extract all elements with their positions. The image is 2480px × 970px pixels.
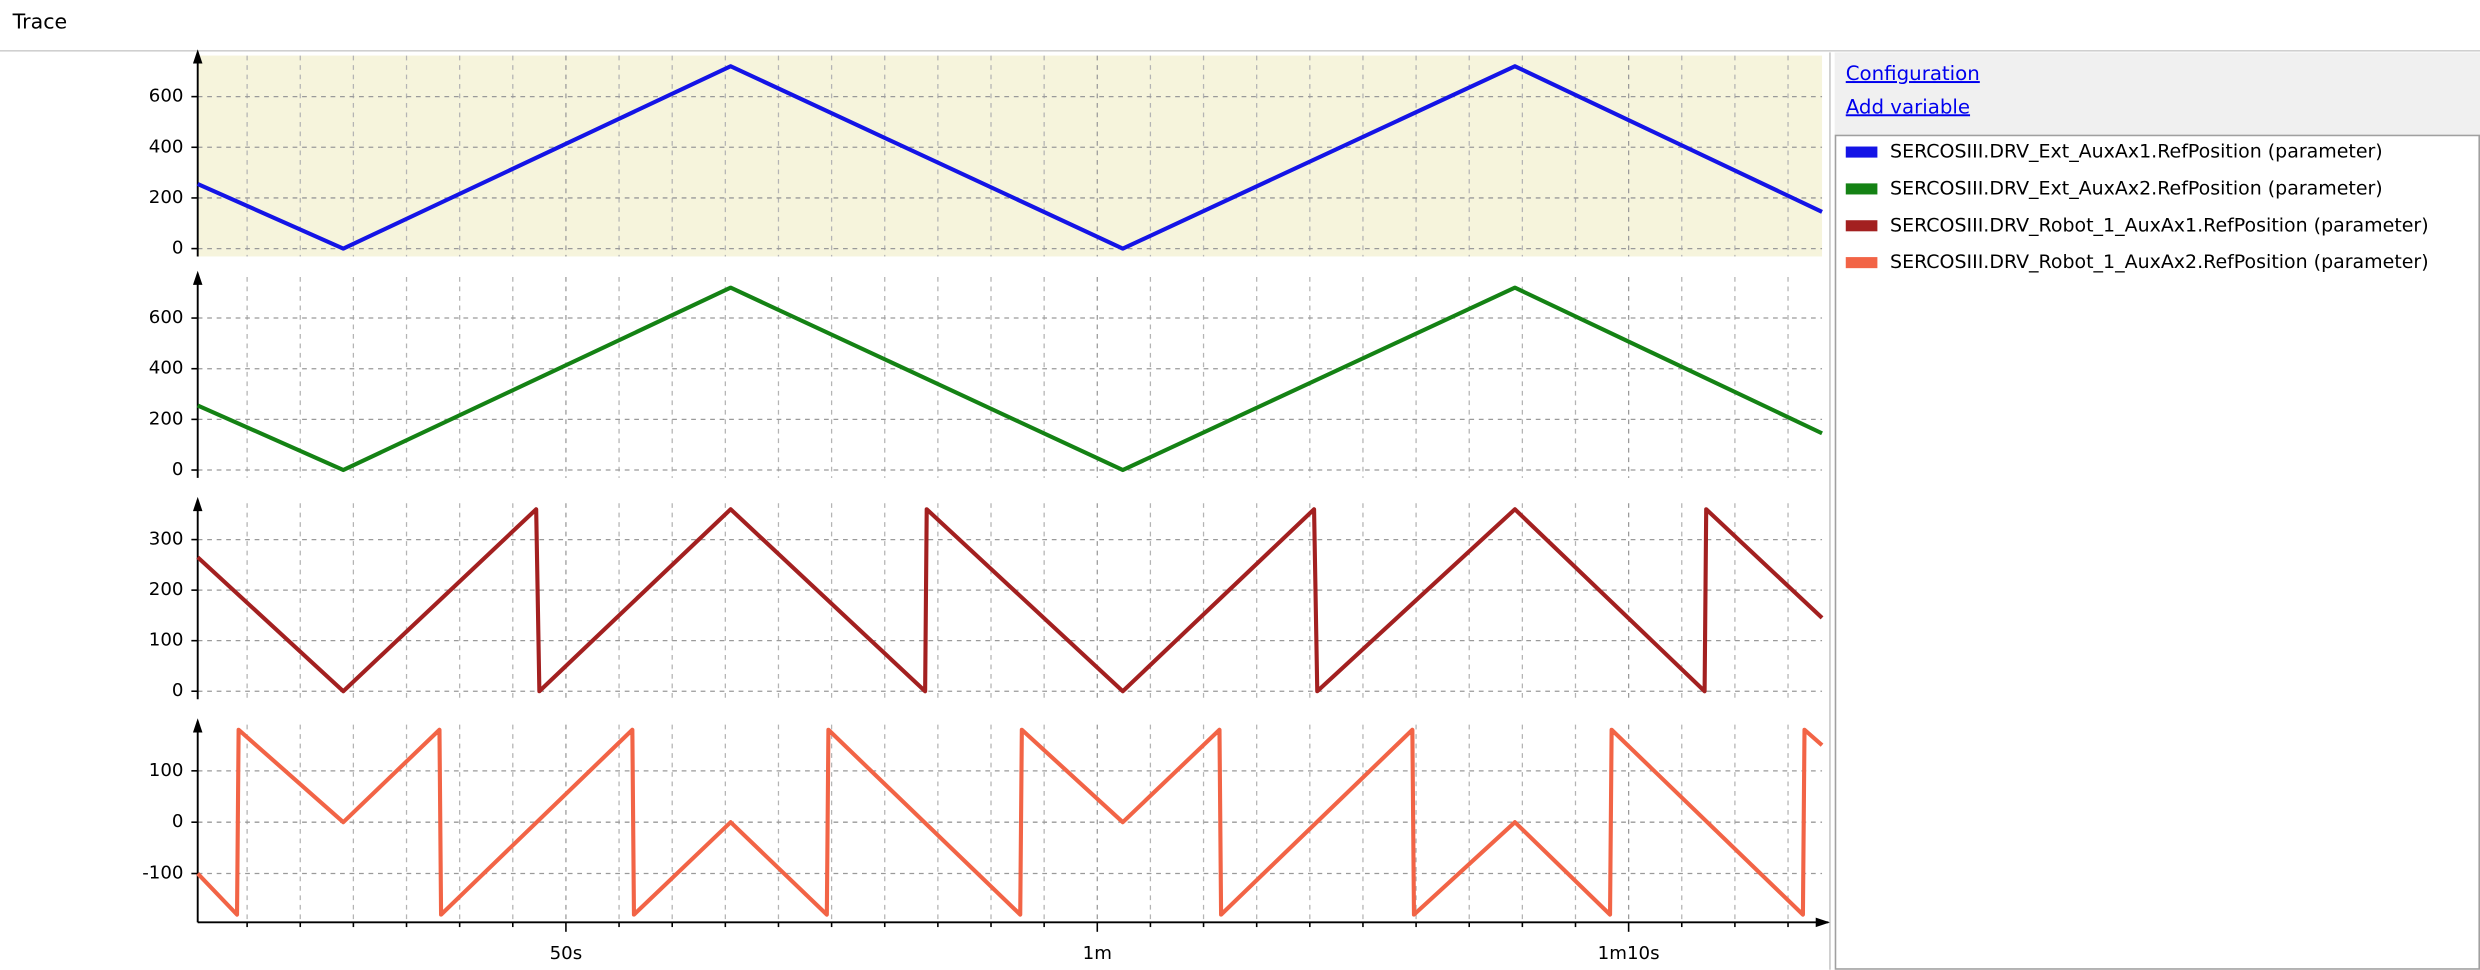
y-tick-label: 100 [149, 630, 184, 651]
y-tick-label: 400 [149, 358, 184, 379]
legend-swatch [1845, 146, 1878, 158]
series-line [196, 727, 1824, 917]
legend-label: SERCOSIII.DRV_Ext_AuxAx1.RefPosition (pa… [1890, 141, 2383, 163]
window-title: Trace [12, 9, 68, 33]
y-tick-label: 0 [172, 811, 184, 832]
y-axis-arrow [192, 496, 203, 512]
y-tick-label: 400 [149, 136, 184, 157]
plots: 0 200 400 600 0 200 400 600 0 100 200 300 -100 0 100 50… [142, 49, 1830, 964]
x-tick-label: 1m10s [1598, 943, 1660, 964]
x-axis-arrow [1815, 917, 1830, 928]
y-tick-label: 200 [149, 579, 184, 600]
y-tick-label: 100 [149, 760, 184, 781]
add-variable-link[interactable]: Add variable [1846, 95, 1970, 118]
y-tick-label: 200 [149, 187, 184, 208]
y-tick-label: 0 [172, 680, 184, 701]
legend-swatch [1845, 220, 1878, 232]
series-line [196, 64, 1823, 251]
plot-background [197, 55, 1823, 257]
y-tick-label: 600 [149, 86, 184, 107]
y-tick-label: 600 [149, 307, 184, 328]
configuration-link[interactable]: Configuration [1846, 62, 1980, 85]
legend: SERCOSIII.DRV_Ext_AuxAx1.RefPosition (pa… [1845, 141, 2429, 273]
y-tick-label: -100 [142, 863, 183, 884]
x-tick-label: 50s [550, 943, 583, 964]
series-line [196, 507, 1824, 694]
side-toolbar [1834, 52, 2480, 135]
legend-box [1834, 134, 2480, 970]
legend-swatch [1845, 183, 1878, 195]
x-tick-label: 1m [1083, 943, 1112, 964]
y-axis-arrow [192, 270, 203, 285]
y-tick-label: 200 [149, 408, 184, 429]
plot-background [197, 503, 1823, 700]
y-tick-label: 300 [149, 529, 184, 550]
y-axis-arrow [192, 718, 203, 733]
y-tick-label: 0 [172, 238, 184, 259]
plot-background [197, 277, 1823, 478]
series-line [196, 285, 1823, 473]
legend-label: SERCOSIII.DRV_Ext_AuxAx2.RefPosition (pa… [1890, 177, 2383, 199]
legend-label: SERCOSIII.DRV_Robot_1_AuxAx2.RefPosition… [1890, 251, 2429, 273]
y-tick-label: 0 [172, 459, 184, 480]
legend-swatch [1845, 257, 1878, 269]
legend-label: SERCOSIII.DRV_Robot_1_AuxAx1.RefPosition… [1890, 214, 2429, 236]
y-axis-arrow [192, 49, 203, 64]
